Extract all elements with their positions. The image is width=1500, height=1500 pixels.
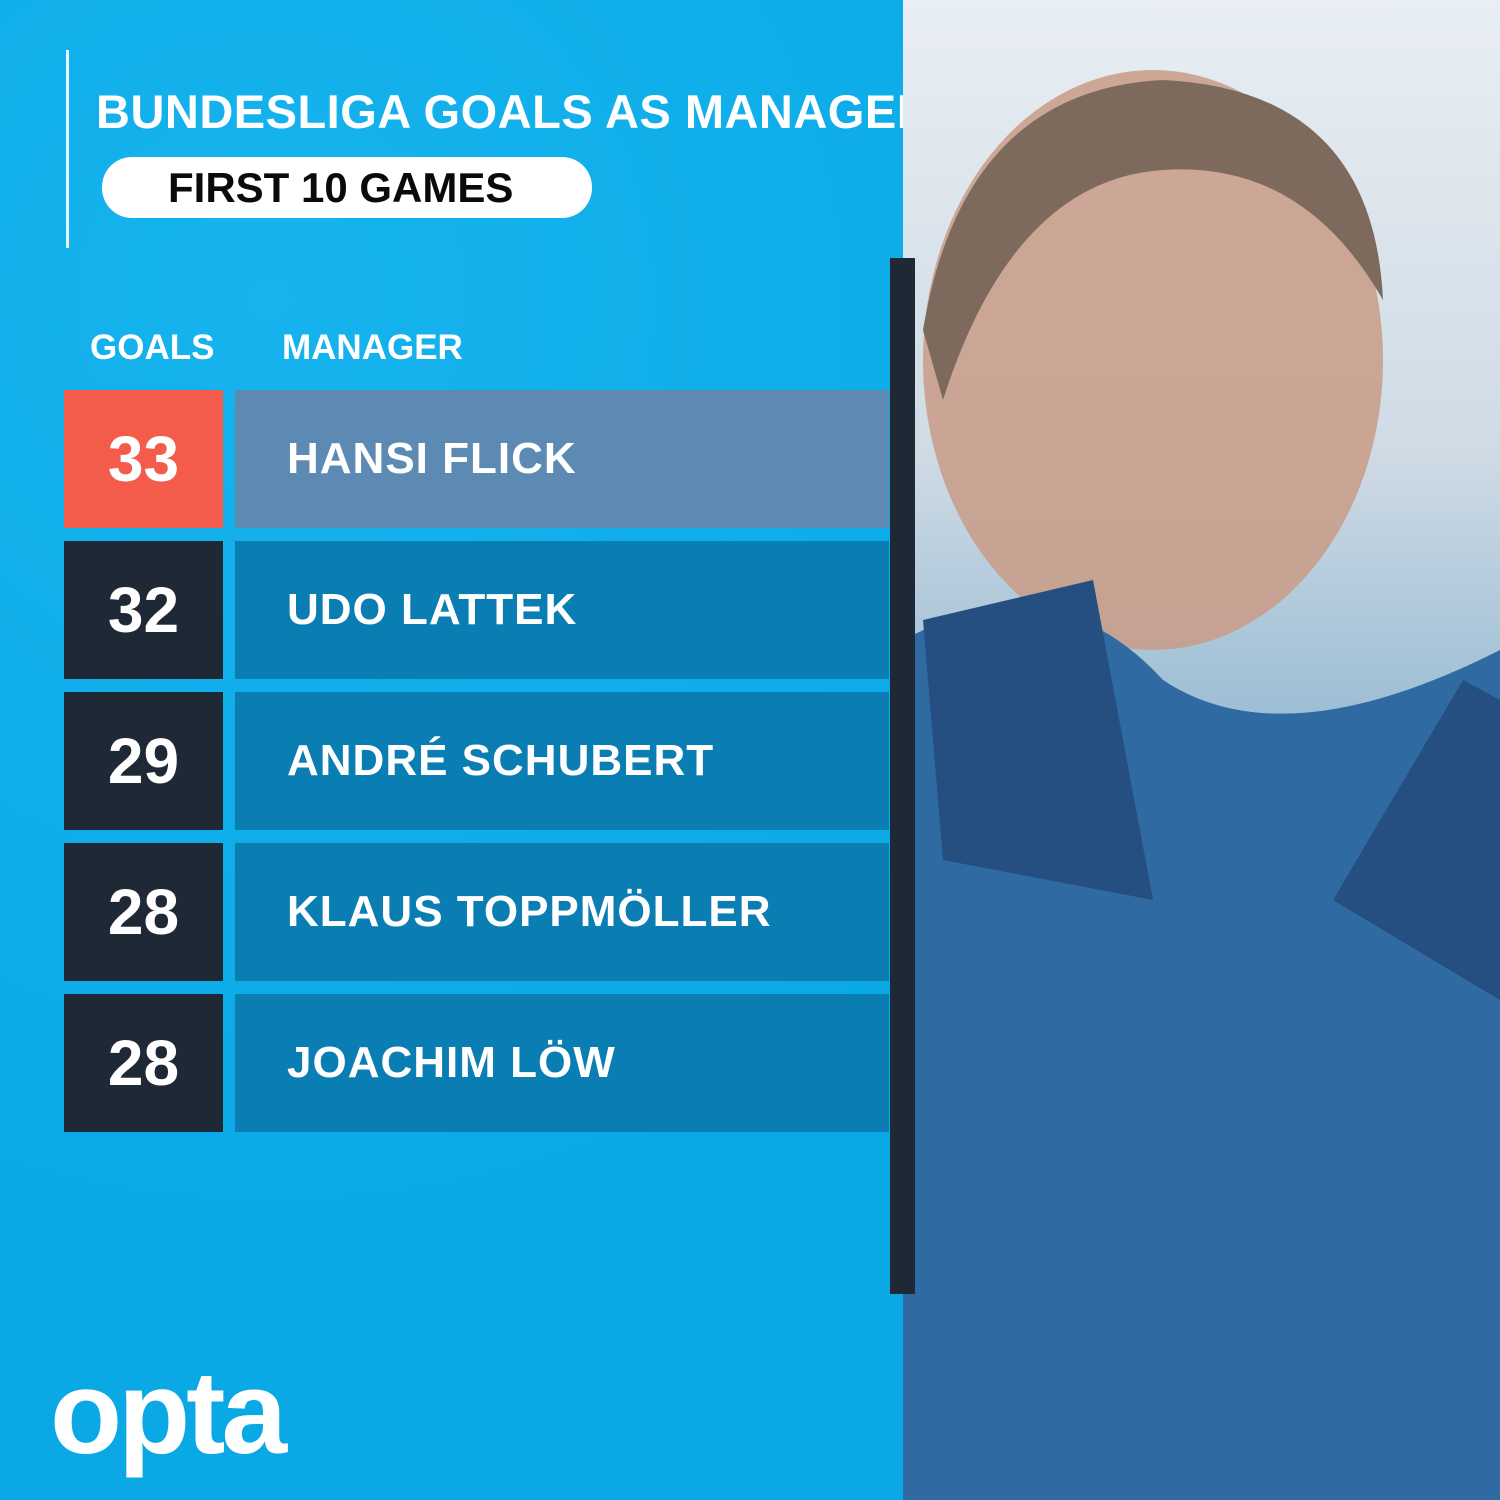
title-divider <box>66 50 69 248</box>
table-row: 32 UDO LATTEK <box>64 541 889 679</box>
manager-name: UDO LATTEK <box>235 541 889 679</box>
goals-value: 28 <box>64 994 223 1132</box>
manager-name: ANDRÉ SCHUBERT <box>235 692 889 830</box>
column-header-goals: GOALS <box>90 328 215 367</box>
divider-bar <box>890 258 915 1294</box>
manager-name: JOACHIM LÖW <box>235 994 889 1132</box>
goals-value: 28 <box>64 843 223 981</box>
manager-portrait-illustration <box>903 70 1500 1500</box>
manager-name: KLAUS TOPPMÖLLER <box>235 843 889 981</box>
manager-photo <box>903 0 1500 1500</box>
chart-title: BUNDESLIGA GOALS AS MANAGER <box>96 85 932 138</box>
opta-logo: opta <box>50 1347 287 1479</box>
goals-value: 32 <box>64 541 223 679</box>
table-row: 33 HANSI FLICK <box>64 390 889 528</box>
goals-value: 29 <box>64 692 223 830</box>
table-row: 28 JOACHIM LÖW <box>64 994 889 1132</box>
table-row: 29 ANDRÉ SCHUBERT <box>64 692 889 830</box>
table-row: 28 KLAUS TOPPMÖLLER <box>64 843 889 981</box>
manager-name: HANSI FLICK <box>235 390 889 528</box>
subtitle-pill: FIRST 10 GAMES <box>102 157 592 218</box>
column-header-manager: MANAGER <box>282 328 463 367</box>
goals-value: 33 <box>64 390 223 528</box>
